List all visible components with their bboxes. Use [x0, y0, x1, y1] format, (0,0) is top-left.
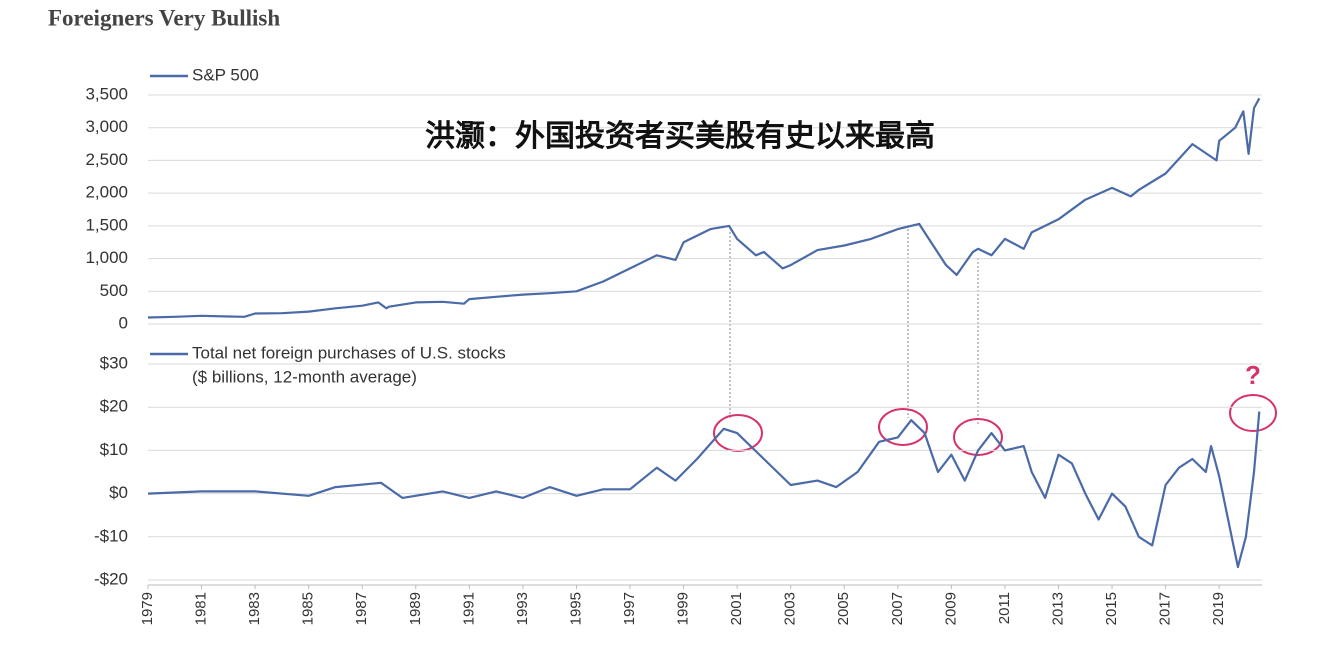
- x-tick-label: 2007: [889, 592, 906, 625]
- guide-lines: [729, 225, 979, 425]
- x-tick-label: 2015: [1103, 592, 1120, 625]
- y-tick-label: 1,000: [85, 248, 128, 267]
- x-tick-label: 1999: [675, 592, 692, 625]
- y-tick-label: $10: [100, 440, 128, 459]
- x-tick-label: 1993: [514, 592, 531, 625]
- x-tick-label: 1979: [139, 592, 156, 625]
- annotation: ?: [1245, 360, 1261, 390]
- series-line: [147, 97, 1261, 319]
- x-tick-label: 1989: [407, 592, 424, 625]
- legend-label: Total net foreign purchases of U.S. stoc…: [192, 343, 506, 362]
- x-tick-label: 1987: [353, 592, 370, 625]
- highlight-circle: [878, 408, 928, 446]
- x-tick-label: 2001: [728, 592, 745, 625]
- y-tick-label: 3,500: [85, 84, 128, 103]
- x-tick-label: 1983: [246, 592, 263, 625]
- x-tick-label: 1985: [300, 592, 317, 625]
- y-tick-label: $20: [100, 397, 128, 416]
- x-tick-label: 2019: [1210, 592, 1227, 625]
- x-tick-label: 1995: [567, 592, 584, 625]
- x-tick-label: 2003: [782, 592, 799, 625]
- x-tick-label: 2013: [1049, 592, 1066, 625]
- y-tick-label: 2,000: [85, 183, 128, 202]
- legend-note: ($ billions, 12-month average): [192, 367, 417, 386]
- x-tick-label: 2017: [1157, 592, 1174, 625]
- y-tick-label: 500: [100, 281, 128, 300]
- y-tick-label: 1,500: [85, 215, 128, 234]
- highlight-circles: [713, 394, 1277, 456]
- x-tick-label: 1997: [621, 592, 638, 625]
- x-tick-label: 1991: [460, 592, 477, 625]
- y-tick-label: $30: [100, 353, 128, 372]
- y-tick-label: -$20: [94, 569, 128, 588]
- chart-title: Foreigners Very Bullish: [48, 5, 280, 30]
- highlight-circle: [953, 418, 1003, 456]
- x-tick-label: 1981: [193, 592, 210, 625]
- series-line: [147, 411, 1261, 569]
- x-tick-label: 2011: [996, 592, 1013, 624]
- y-tick-label: -$10: [94, 526, 128, 545]
- highlight-circle: [1229, 394, 1277, 432]
- x-tick-label: 2009: [942, 592, 959, 625]
- highlight-circle: [713, 414, 763, 452]
- annotation: 洪灏：外国投资者买美股有史以来最高: [425, 119, 935, 153]
- y-tick-label: $0: [109, 483, 128, 502]
- y-tick-label: 3,000: [85, 117, 128, 136]
- y-tick-label: 0: [119, 313, 128, 332]
- y-tick-label: 2,500: [85, 150, 128, 169]
- legend-label: S&P 500: [192, 65, 259, 84]
- x-tick-label: 2005: [835, 592, 852, 625]
